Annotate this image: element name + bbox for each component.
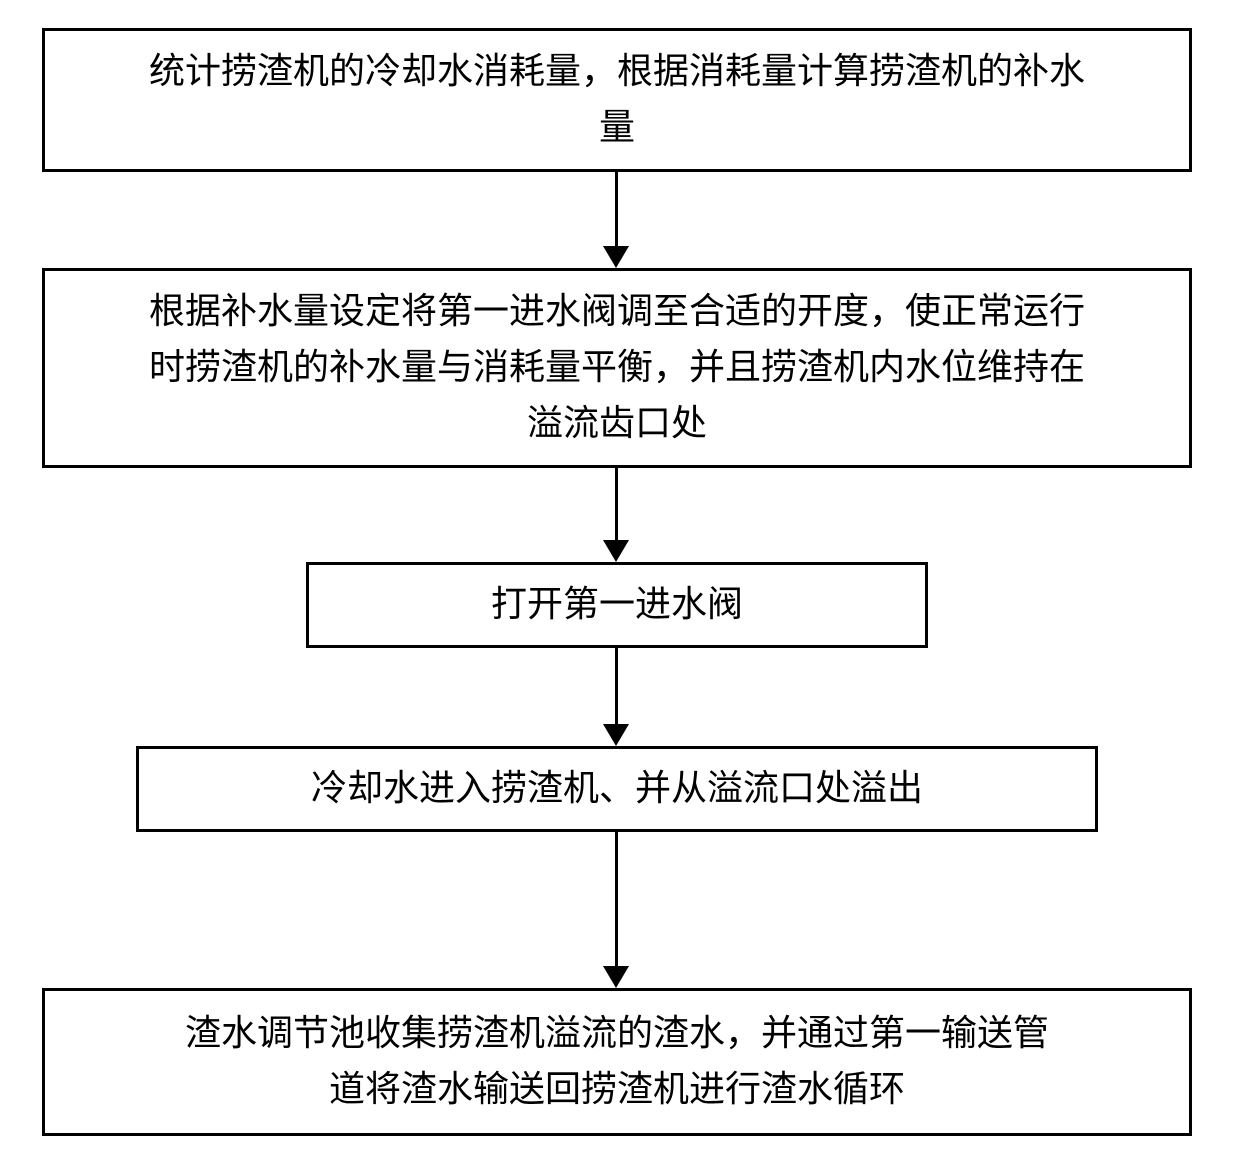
flow-node-text: 打开第一进水阀 (473, 569, 761, 641)
arrow-head-4 (603, 966, 629, 988)
arrow-head-2 (603, 540, 629, 562)
arrow-head-1 (603, 246, 629, 268)
flow-node-n5: 渣水调节池收集捞渣机溢流的渣水，并通过第一输送管 道将渣水输送回捞渣机进行渣水循… (42, 988, 1192, 1136)
flow-node-n1: 统计捞渣机的冷却水消耗量，根据消耗量计算捞渣机的补水 量 (42, 28, 1192, 172)
flow-node-text: 渣水调节池收集捞渣机溢流的渣水，并通过第一输送管 道将渣水输送回捞渣机进行渣水循… (167, 998, 1067, 1126)
flow-node-n4: 冷却水进入捞渣机、并从溢流口处溢出 (136, 746, 1098, 832)
flow-node-text: 根据补水量设定将第一进水阀调至合适的开度，使正常运行 时捞渣机的补水量与消耗量平… (131, 276, 1103, 459)
arrow-shaft-1 (615, 172, 618, 246)
arrow-head-3 (603, 724, 629, 746)
arrow-shaft-4 (615, 832, 618, 966)
arrow-shaft-2 (615, 468, 618, 540)
arrow-shaft-3 (615, 648, 618, 724)
flow-node-text: 冷却水进入捞渣机、并从溢流口处溢出 (293, 753, 941, 825)
flowchart-canvas: 统计捞渣机的冷却水消耗量，根据消耗量计算捞渣机的补水 量根据补水量设定将第一进水… (0, 0, 1240, 1166)
flow-node-n2: 根据补水量设定将第一进水阀调至合适的开度，使正常运行 时捞渣机的补水量与消耗量平… (42, 268, 1192, 468)
flow-node-text: 统计捞渣机的冷却水消耗量，根据消耗量计算捞渣机的补水 量 (131, 36, 1103, 164)
flow-node-n3: 打开第一进水阀 (306, 562, 928, 648)
